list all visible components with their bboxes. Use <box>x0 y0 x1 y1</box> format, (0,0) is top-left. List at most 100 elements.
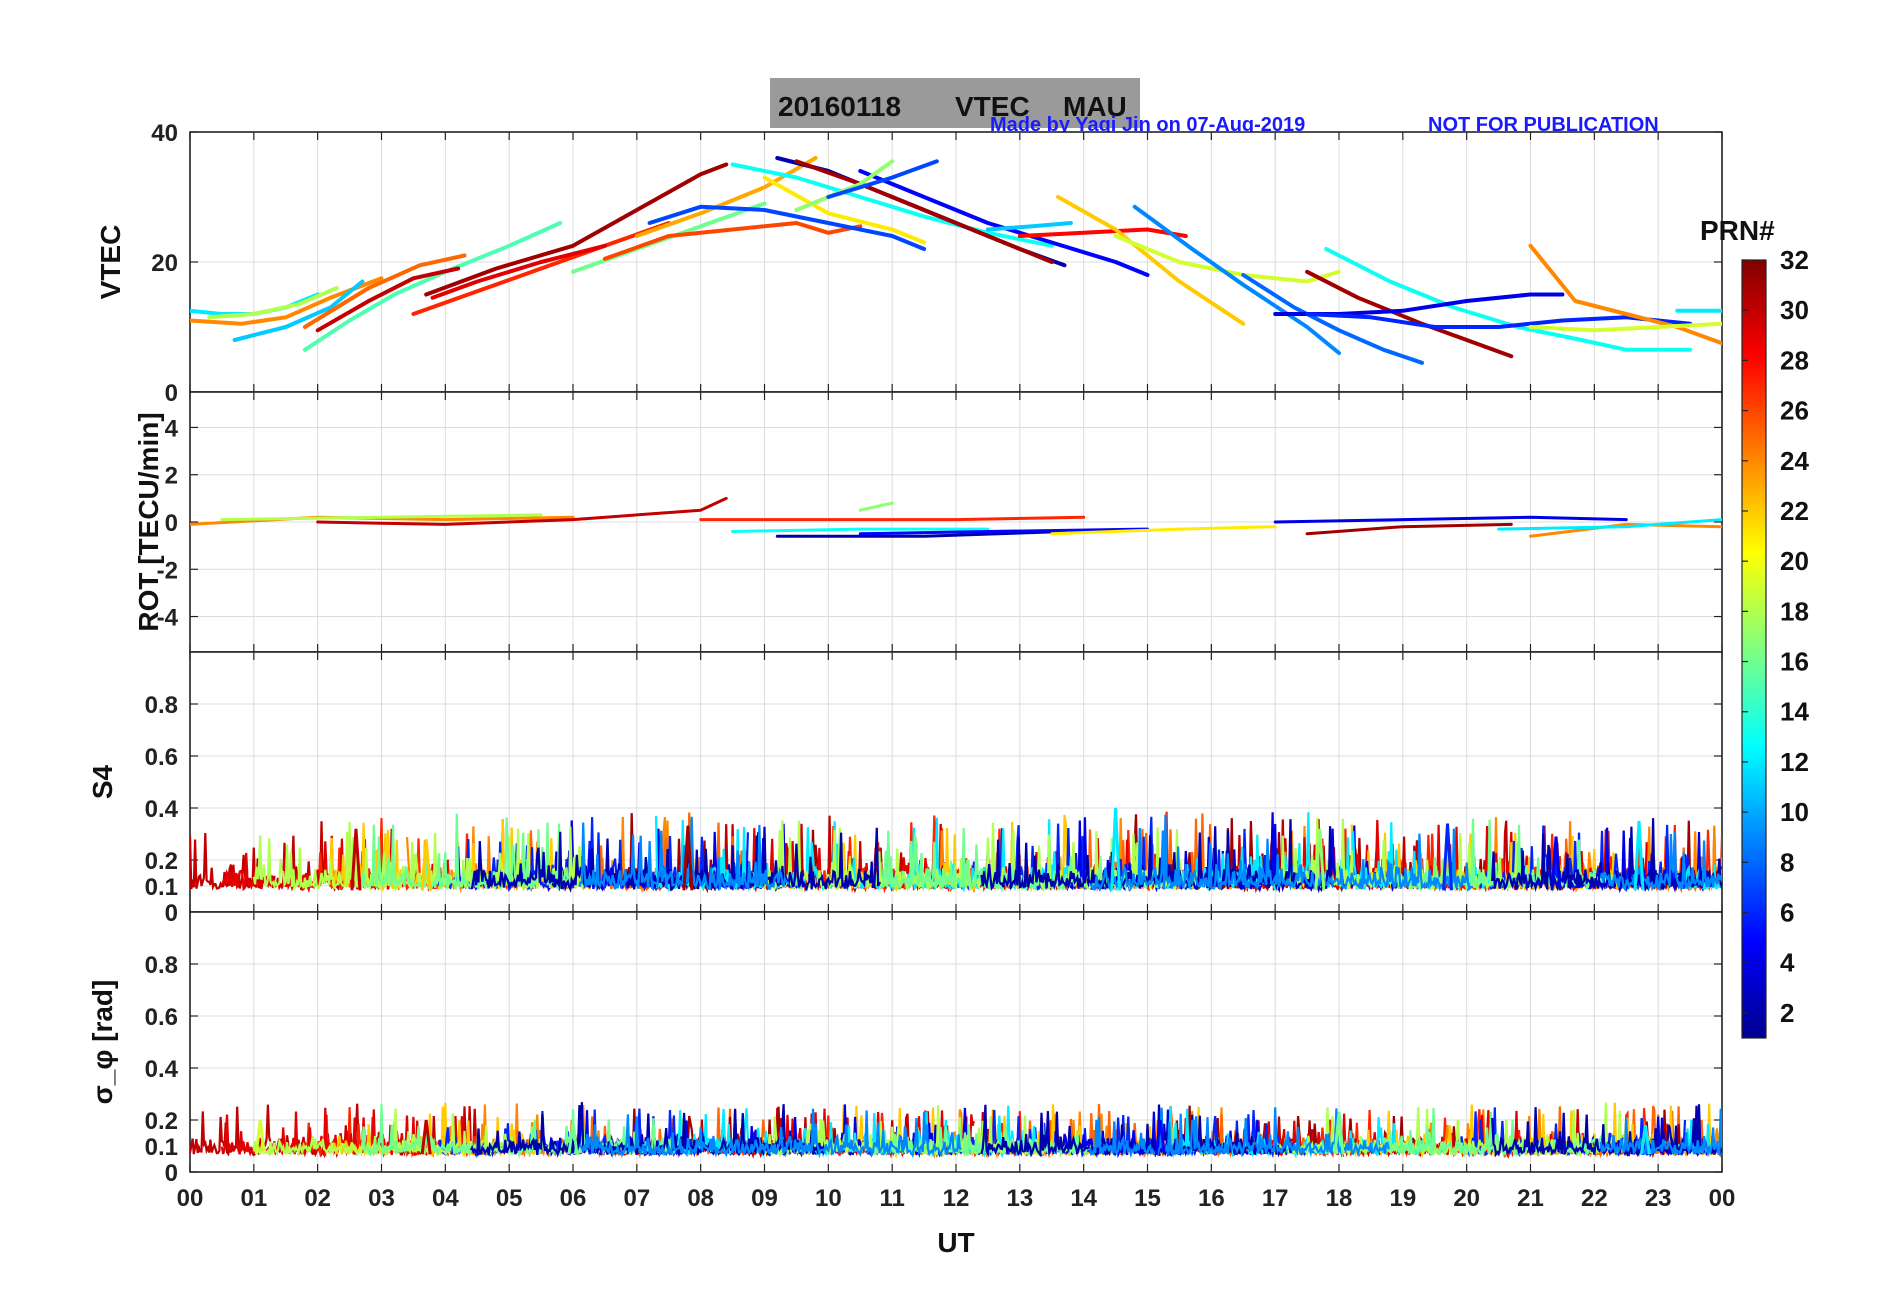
credit-notice: NOT FOR PUBLICATION <box>1428 114 1659 136</box>
series-line-prn-11 <box>985 221 1073 232</box>
series-line-prn-4 <box>1273 515 1628 524</box>
x-tick-label: 00 <box>1709 1185 1736 1212</box>
trace-prn-9 <box>579 1107 1722 1159</box>
trace-prn-9 <box>578 814 1722 893</box>
y-tick-label: 0.8 <box>145 692 178 719</box>
colorbar-tick-label: 14 <box>1780 697 1809 727</box>
x-tick-labels: 00 01 02 03 04 05 06 07 08 09 10 11 12 13 14 15 16 17 18 19… <box>177 1185 1736 1212</box>
peak-prn-30 <box>420 1119 432 1155</box>
colorbar-tick-label: 32 <box>1780 245 1809 275</box>
peak-prn-30 <box>350 828 362 891</box>
x-tick-label: 16 <box>1198 1185 1225 1212</box>
series-line-prn-7 <box>647 204 927 251</box>
series-line-prn-5 <box>858 169 1150 277</box>
title-label: VTEC <box>955 91 1030 122</box>
series-line-prn-30 <box>316 496 728 526</box>
x-tick-label: 13 <box>1006 1185 1033 1212</box>
series-group <box>190 156 1722 365</box>
series-line-prn-11 <box>232 279 365 342</box>
credit-made-by: Made by Yaqi Jin on 07-Aug-2019 <box>990 114 1305 136</box>
y-tick-label: 0.4 <box>145 1056 179 1083</box>
series-line-prn-30 <box>315 266 461 333</box>
x-tick-label: 03 <box>368 1185 395 1212</box>
peak-prn-22 <box>420 839 432 891</box>
peak-prn-16 <box>567 1122 579 1155</box>
y-tick-label: 0.2 <box>145 1108 178 1135</box>
series-line-prn-24 <box>1528 243 1722 346</box>
peak-prn-16 <box>1333 1112 1345 1155</box>
peak-prn-31 <box>682 826 694 891</box>
panel-vtec: 0 20 40 VTEC <box>95 120 1723 407</box>
colorbar-tick-label: 26 <box>1780 396 1809 426</box>
x-tick-label: 07 <box>623 1185 650 1212</box>
series-line-prn-13 <box>730 162 1054 248</box>
y-tick-label: 20 <box>151 250 178 277</box>
title-station: MAU <box>1063 91 1127 122</box>
y-tick-label: 0 <box>165 380 178 407</box>
x-tick-label: 21 <box>1517 1185 1544 1212</box>
y-tick-label: 0.8 <box>145 952 178 979</box>
series-line-prn-15 <box>302 221 563 352</box>
y-tick-label: 0.6 <box>145 1004 178 1031</box>
series-line-prn-25 <box>302 253 467 329</box>
series-line-prn-27 <box>699 515 1086 522</box>
colorbar-tick-label: 18 <box>1780 596 1809 626</box>
x-tick-label: 09 <box>751 1185 778 1212</box>
series-group <box>190 496 1722 538</box>
x-tick-label: 22 <box>1581 1185 1608 1212</box>
colorbar-tick-label: 6 <box>1780 898 1794 928</box>
series-line-prn-6 <box>1305 312 1693 329</box>
series-line-prn-24 <box>1529 522 1722 538</box>
series-line-prn-17 <box>794 159 895 212</box>
x-tick-label: 19 <box>1389 1185 1416 1212</box>
peak-prn-12 <box>1639 1124 1651 1155</box>
x-tick-label: 23 <box>1645 1185 1672 1212</box>
x-tick-label: 06 <box>560 1185 587 1212</box>
series-line-prn-21 <box>1050 525 1277 536</box>
series-line-prn-9 <box>1132 204 1341 355</box>
colorbar-tick-label: 22 <box>1780 496 1809 526</box>
colorbar-tick-label: 8 <box>1780 847 1794 877</box>
x-tick-label: 02 <box>304 1185 331 1212</box>
y-tick-label: 0.1 <box>145 1134 178 1161</box>
series-line-prn-13 <box>731 527 990 533</box>
series-group <box>190 1102 1722 1160</box>
y-tick-label: 0.2 <box>145 848 178 875</box>
colorbar-tick-label: 20 <box>1780 546 1809 576</box>
x-tick-label: 17 <box>1262 1185 1289 1212</box>
x-tick-label: 18 <box>1326 1185 1353 1212</box>
series-group <box>190 807 1722 894</box>
y-axis-label: σ_φ [rad] <box>87 980 118 1105</box>
y-tick-label: 0.1 <box>145 874 178 901</box>
colorbar-tick-label: 30 <box>1780 295 1809 325</box>
x-tick-label: 10 <box>815 1185 842 1212</box>
y-tick-label: 4 <box>165 415 179 442</box>
series-line-prn-17 <box>858 501 894 512</box>
series-line-prn-7 <box>826 159 939 199</box>
x-tick-label: 15 <box>1134 1185 1161 1212</box>
series-line-prn-21 <box>762 175 927 245</box>
x-tick-label: 14 <box>1070 1185 1097 1212</box>
y-axis-label: ROT [TECU/min] <box>133 412 164 631</box>
series-line-prn-5 <box>858 527 1149 536</box>
series-line-prn-8 <box>1241 273 1424 365</box>
series-line-prn-29 <box>430 243 607 300</box>
title-date: 20160118 <box>778 91 901 122</box>
y-tick-label: -4 <box>157 605 179 632</box>
series-line-prn-31 <box>794 159 1054 264</box>
x-tick-label: 11 <box>879 1185 904 1212</box>
panel-sigma_phi: 00.10.2 0.4 0.6 0.8 σ_φ [rad] <box>87 911 1723 1187</box>
colorbar-tick-label: 16 <box>1780 647 1809 677</box>
peak-prn-17 <box>1314 828 1326 891</box>
colorbar-tick-label: 12 <box>1780 747 1809 777</box>
series-line-prn-2 <box>775 530 1066 538</box>
colorbar-tick-label: 24 <box>1780 446 1809 476</box>
series-line-prn-19 <box>1528 321 1722 333</box>
y-tick-label: 0 <box>165 1160 178 1187</box>
y-tick-label: -2 <box>157 557 178 584</box>
colorbar-tick-label: 10 <box>1780 797 1809 827</box>
series-line-prn-26 <box>602 221 863 261</box>
